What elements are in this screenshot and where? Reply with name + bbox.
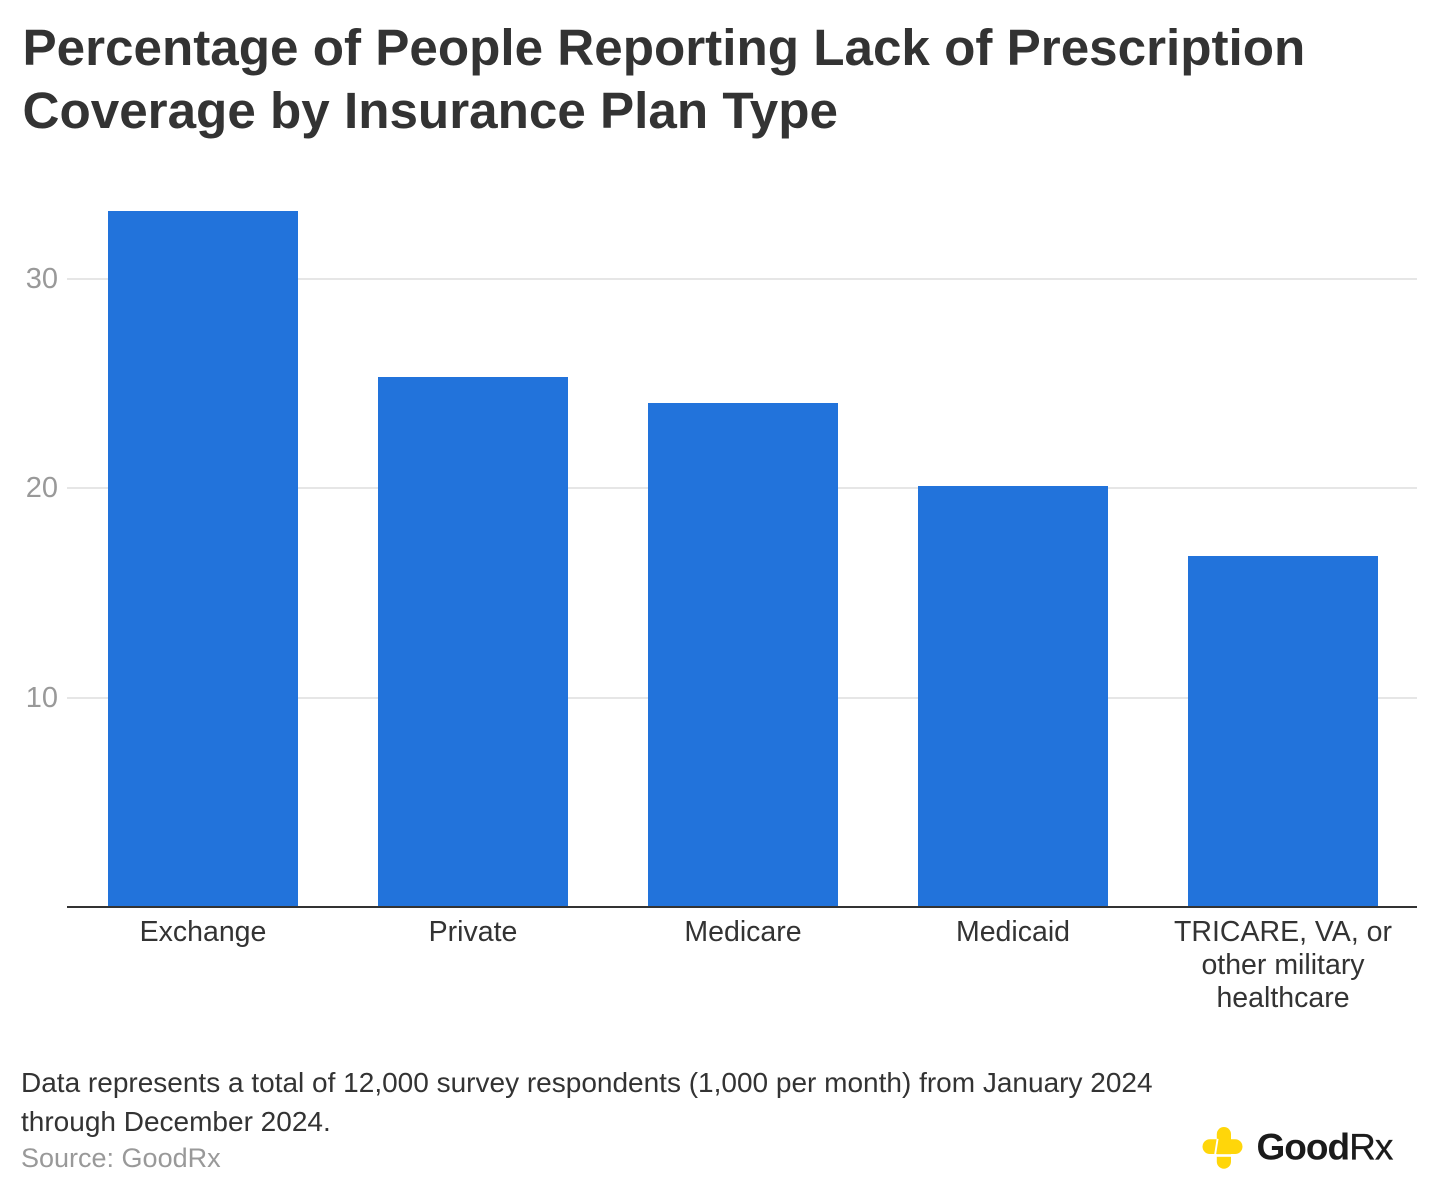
svg-text:GoodRx: GoodRx <box>1257 1127 1394 1168</box>
